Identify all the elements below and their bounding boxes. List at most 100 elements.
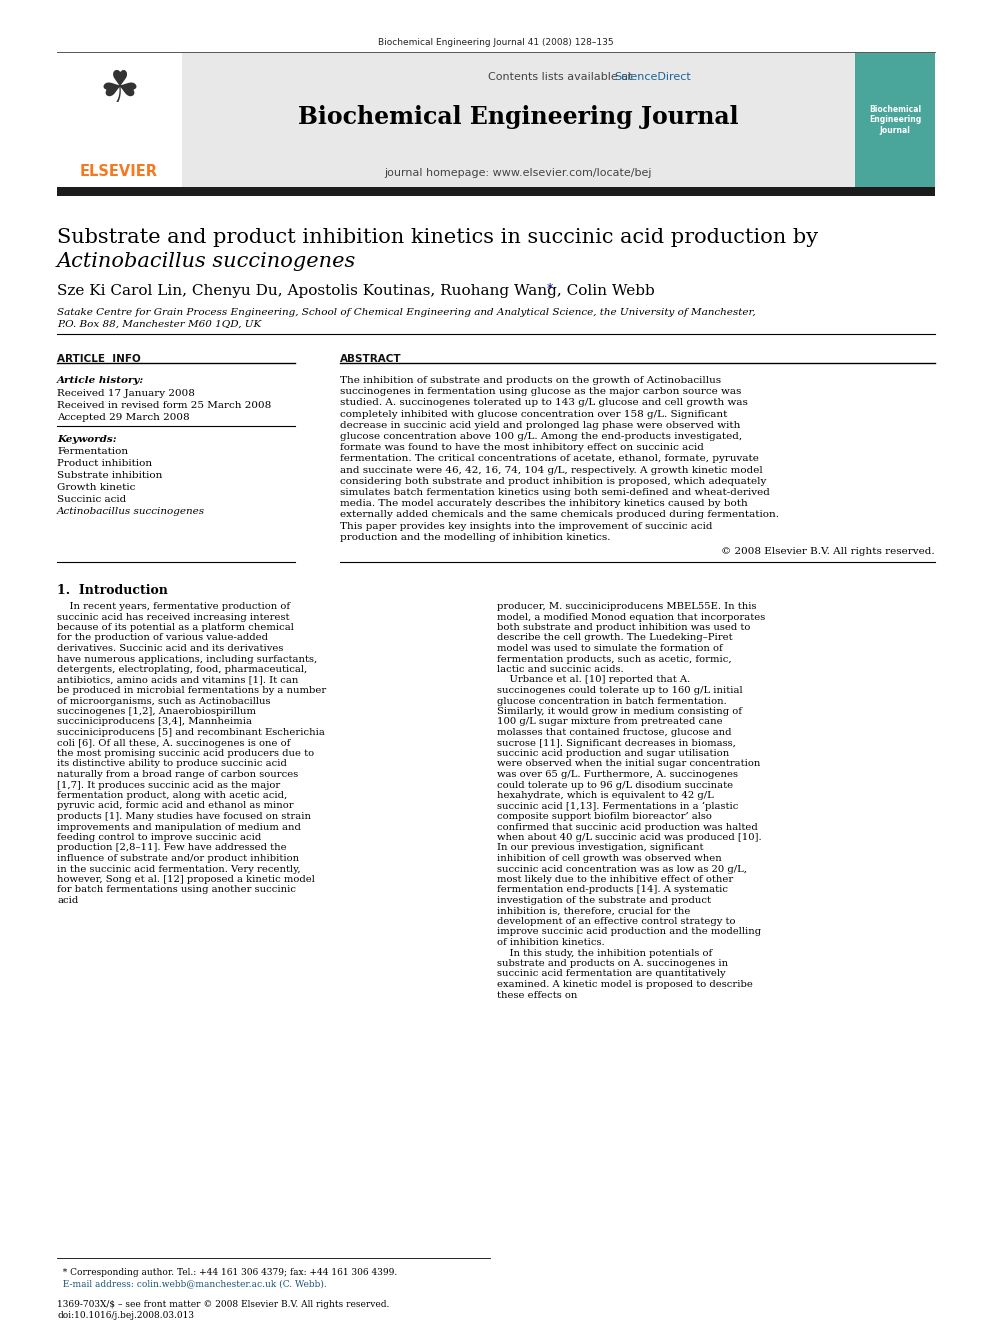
- Text: development of an effective control strategy to: development of an effective control stra…: [497, 917, 735, 926]
- Text: improvements and manipulation of medium and: improvements and manipulation of medium …: [57, 823, 301, 831]
- Text: fermentation. The critical concentrations of acetate, ethanol, formate, pyruvate: fermentation. The critical concentration…: [340, 454, 759, 463]
- Text: © 2008 Elsevier B.V. All rights reserved.: © 2008 Elsevier B.V. All rights reserved…: [721, 546, 935, 556]
- Text: formate was found to have the most inhibitory effect on succinic acid: formate was found to have the most inhib…: [340, 443, 704, 452]
- Text: Received 17 January 2008: Received 17 January 2008: [57, 389, 194, 398]
- Text: Biochemical Engineering Journal: Biochemical Engineering Journal: [299, 105, 739, 130]
- Text: coli [6]. Of all these, A. succinogenes is one of: coli [6]. Of all these, A. succinogenes …: [57, 738, 291, 747]
- Text: Actinobacillus succinogenes: Actinobacillus succinogenes: [57, 507, 205, 516]
- Text: investigation of the substrate and product: investigation of the substrate and produ…: [497, 896, 711, 905]
- Text: doi:10.1016/j.bej.2008.03.013: doi:10.1016/j.bej.2008.03.013: [57, 1311, 194, 1320]
- Text: for the production of various value-added: for the production of various value-adde…: [57, 634, 268, 643]
- Text: journal homepage: www.elsevier.com/locate/bej: journal homepage: www.elsevier.com/locat…: [385, 168, 653, 179]
- Text: sucrose [11]. Significant decreases in biomass,: sucrose [11]. Significant decreases in b…: [497, 738, 736, 747]
- Text: ScienceDirect: ScienceDirect: [614, 71, 691, 82]
- Text: model was used to simulate the formation of: model was used to simulate the formation…: [497, 644, 723, 654]
- Text: describe the cell growth. The Luedeking–Piret: describe the cell growth. The Luedeking–…: [497, 634, 733, 643]
- Text: Fermentation: Fermentation: [57, 447, 128, 456]
- Text: fermentation product, along with acetic acid,: fermentation product, along with acetic …: [57, 791, 288, 800]
- Text: Received in revised form 25 March 2008: Received in revised form 25 March 2008: [57, 401, 271, 410]
- Text: glucose concentration in batch fermentation.: glucose concentration in batch fermentat…: [497, 696, 727, 705]
- Text: considering both substrate and product inhibition is proposed, which adequately: considering both substrate and product i…: [340, 476, 767, 486]
- Text: 1.  Introduction: 1. Introduction: [57, 583, 168, 597]
- Text: lactic and succinic acids.: lactic and succinic acids.: [497, 665, 624, 673]
- Bar: [57, 53, 182, 191]
- Text: succinic acid has received increasing interest: succinic acid has received increasing in…: [57, 613, 290, 622]
- Text: producer, M. succiniciproducens MBEL55E. In this: producer, M. succiniciproducens MBEL55E.…: [497, 602, 757, 611]
- Text: succinic acid concentration was as low as 20 g/L,: succinic acid concentration was as low a…: [497, 864, 747, 873]
- Text: both substrate and product inhibition was used to: both substrate and product inhibition wa…: [497, 623, 750, 632]
- Text: In recent years, fermentative production of: In recent years, fermentative production…: [57, 602, 290, 611]
- Text: most likely due to the inhibitive effect of other: most likely due to the inhibitive effect…: [497, 875, 733, 884]
- Text: *: *: [547, 282, 554, 295]
- Text: improve succinic acid production and the modelling: improve succinic acid production and the…: [497, 927, 761, 937]
- Text: when about 40 g/L succinic acid was produced [10].: when about 40 g/L succinic acid was prod…: [497, 833, 762, 841]
- Text: The inhibition of substrate and products on the growth of Actinobacillus: The inhibition of substrate and products…: [340, 376, 721, 385]
- Bar: [182, 53, 855, 191]
- Text: P.O. Box 88, Manchester M60 1QD, UK: P.O. Box 88, Manchester M60 1QD, UK: [57, 320, 261, 329]
- Text: substrate and products on A. succinogenes in: substrate and products on A. succinogene…: [497, 959, 728, 968]
- Text: confirmed that succinic acid production was halted: confirmed that succinic acid production …: [497, 823, 758, 831]
- Text: production and the modelling of inhibition kinetics.: production and the modelling of inhibiti…: [340, 533, 610, 542]
- Text: ☘: ☘: [99, 69, 139, 111]
- Text: the most promising succinic acid producers due to: the most promising succinic acid produce…: [57, 749, 314, 758]
- Text: Growth kinetic: Growth kinetic: [57, 483, 135, 492]
- Text: Substrate and product inhibition kinetics in succinic acid production by: Substrate and product inhibition kinetic…: [57, 228, 818, 247]
- Text: naturally from a broad range of carbon sources: naturally from a broad range of carbon s…: [57, 770, 299, 779]
- Text: for batch fermentations using another succinic: for batch fermentations using another su…: [57, 885, 296, 894]
- Text: of inhibition kinetics.: of inhibition kinetics.: [497, 938, 605, 947]
- Text: its distinctive ability to produce succinic acid: its distinctive ability to produce succi…: [57, 759, 287, 769]
- Text: glucose concentration above 100 g/L. Among the end-products investigated,: glucose concentration above 100 g/L. Amo…: [340, 433, 742, 441]
- Text: studied. A. succinogenes tolerated up to 143 g/L glucose and cell growth was: studied. A. succinogenes tolerated up to…: [340, 398, 748, 407]
- Text: derivatives. Succinic acid and its derivatives: derivatives. Succinic acid and its deriv…: [57, 644, 284, 654]
- Bar: [855, 53, 935, 191]
- Bar: [57, 187, 935, 196]
- Text: Article history:: Article history:: [57, 376, 144, 385]
- Text: Biochemical
Engineering
Journal: Biochemical Engineering Journal: [869, 105, 922, 135]
- Text: Sze Ki Carol Lin, Chenyu Du, Apostolis Koutinas, Ruohang Wang, Colin Webb: Sze Ki Carol Lin, Chenyu Du, Apostolis K…: [57, 284, 655, 298]
- Text: In this study, the inhibition potentials of: In this study, the inhibition potentials…: [497, 949, 712, 958]
- Text: 1369-703X/$ – see front matter © 2008 Elsevier B.V. All rights reserved.: 1369-703X/$ – see front matter © 2008 El…: [57, 1301, 390, 1308]
- Text: examined. A kinetic model is proposed to describe: examined. A kinetic model is proposed to…: [497, 980, 753, 990]
- Text: succinic acid production and sugar utilisation: succinic acid production and sugar utili…: [497, 749, 729, 758]
- Text: Keywords:: Keywords:: [57, 435, 117, 445]
- Text: succinogenes in fermentation using glucose as the major carbon source was: succinogenes in fermentation using gluco…: [340, 388, 741, 396]
- Text: of microorganisms, such as Actinobacillus: of microorganisms, such as Actinobacillu…: [57, 696, 271, 705]
- Text: Accepted 29 March 2008: Accepted 29 March 2008: [57, 413, 189, 422]
- Text: ELSEVIER: ELSEVIER: [80, 164, 158, 180]
- Text: could tolerate up to 96 g/L disodium succinate: could tolerate up to 96 g/L disodium suc…: [497, 781, 733, 790]
- Text: was over 65 g/L. Furthermore, A. succinogenes: was over 65 g/L. Furthermore, A. succino…: [497, 770, 738, 779]
- Text: Substrate inhibition: Substrate inhibition: [57, 471, 163, 480]
- Text: detergents, electroplating, food, pharmaceutical,: detergents, electroplating, food, pharma…: [57, 665, 308, 673]
- Text: pyruvic acid, formic acid and ethanol as minor: pyruvic acid, formic acid and ethanol as…: [57, 802, 294, 811]
- Text: succiniciproducens [3,4], Mannheimia: succiniciproducens [3,4], Mannheimia: [57, 717, 252, 726]
- Text: acid: acid: [57, 896, 78, 905]
- Text: ABSTRACT: ABSTRACT: [340, 355, 402, 364]
- Text: products [1]. Many studies have focused on strain: products [1]. Many studies have focused …: [57, 812, 311, 822]
- Text: 100 g/L sugar mixture from pretreated cane: 100 g/L sugar mixture from pretreated ca…: [497, 717, 722, 726]
- Text: hexahydrate, which is equivalent to 42 g/L: hexahydrate, which is equivalent to 42 g…: [497, 791, 714, 800]
- Text: Biochemical Engineering Journal 41 (2008) 128–135: Biochemical Engineering Journal 41 (2008…: [378, 38, 614, 48]
- Text: Urbance et al. [10] reported that A.: Urbance et al. [10] reported that A.: [497, 676, 690, 684]
- Text: these effects on: these effects on: [497, 991, 577, 999]
- Text: completely inhibited with glucose concentration over 158 g/L. Significant: completely inhibited with glucose concen…: [340, 410, 727, 418]
- Text: Product inhibition: Product inhibition: [57, 459, 152, 468]
- Text: ARTICLE  INFO: ARTICLE INFO: [57, 355, 141, 364]
- Text: fermentation end-products [14]. A systematic: fermentation end-products [14]. A system…: [497, 885, 728, 894]
- Text: composite support biofilm bioreactor’ also: composite support biofilm bioreactor’ al…: [497, 812, 712, 822]
- Text: influence of substrate and/or product inhibition: influence of substrate and/or product in…: [57, 855, 300, 863]
- Text: because of its potential as a platform chemical: because of its potential as a platform c…: [57, 623, 294, 632]
- Text: have numerous applications, including surfactants,: have numerous applications, including su…: [57, 655, 317, 664]
- Text: molasses that contained fructose, glucose and: molasses that contained fructose, glucos…: [497, 728, 731, 737]
- Text: succiniciproducens [5] and recombinant Escherichia: succiniciproducens [5] and recombinant E…: [57, 728, 324, 737]
- Text: succinogenes could tolerate up to 160 g/L initial: succinogenes could tolerate up to 160 g/…: [497, 687, 743, 695]
- Text: model, a modified Monod equation that incorporates: model, a modified Monod equation that in…: [497, 613, 765, 622]
- Text: decrease in succinic acid yield and prolonged lag phase were observed with: decrease in succinic acid yield and prol…: [340, 421, 740, 430]
- Text: be produced in microbial fermentations by a number: be produced in microbial fermentations b…: [57, 687, 326, 695]
- Text: succinogenes [1,2], Anaerobiospirillum: succinogenes [1,2], Anaerobiospirillum: [57, 706, 256, 716]
- Text: Actinobacillus succinogenes: Actinobacillus succinogenes: [57, 251, 356, 271]
- Text: were observed when the initial sugar concentration: were observed when the initial sugar con…: [497, 759, 761, 769]
- Text: externally added chemicals and the same chemicals produced during fermentation.: externally added chemicals and the same …: [340, 511, 779, 520]
- Text: This paper provides key insights into the improvement of succinic acid: This paper provides key insights into th…: [340, 521, 712, 531]
- Text: Succinic acid: Succinic acid: [57, 495, 126, 504]
- Text: in the succinic acid fermentation. Very recently,: in the succinic acid fermentation. Very …: [57, 864, 301, 873]
